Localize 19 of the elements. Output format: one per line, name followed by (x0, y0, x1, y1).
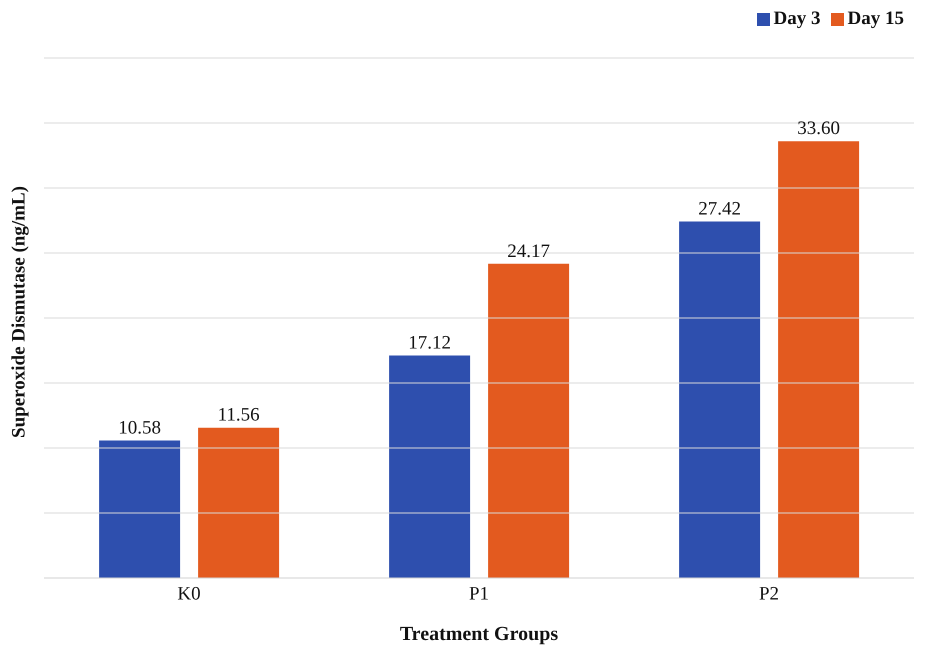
y-axis-title: Superoxide Dismutase (ng/mL) (8, 186, 30, 438)
data-label: 24.17 (507, 240, 550, 262)
x-axis-title: Treatment Groups (400, 623, 558, 645)
data-label: 11.56 (218, 404, 260, 426)
bar (198, 428, 280, 578)
bar (778, 141, 860, 578)
bar (99, 440, 180, 578)
bar (488, 264, 570, 578)
legend-label: Day 3 (774, 8, 821, 29)
bar (389, 355, 470, 578)
legend-label: Day 15 (848, 8, 904, 29)
data-label: 27.42 (698, 198, 741, 220)
bar (679, 222, 760, 578)
x-tick-label: K0 (177, 583, 201, 604)
data-label: 10.58 (118, 417, 161, 438)
data-label: 33.60 (797, 118, 840, 140)
data-label: 17.12 (408, 332, 451, 354)
x-tick-label: P1 (468, 583, 490, 604)
x-tick-label: P2 (758, 583, 780, 604)
